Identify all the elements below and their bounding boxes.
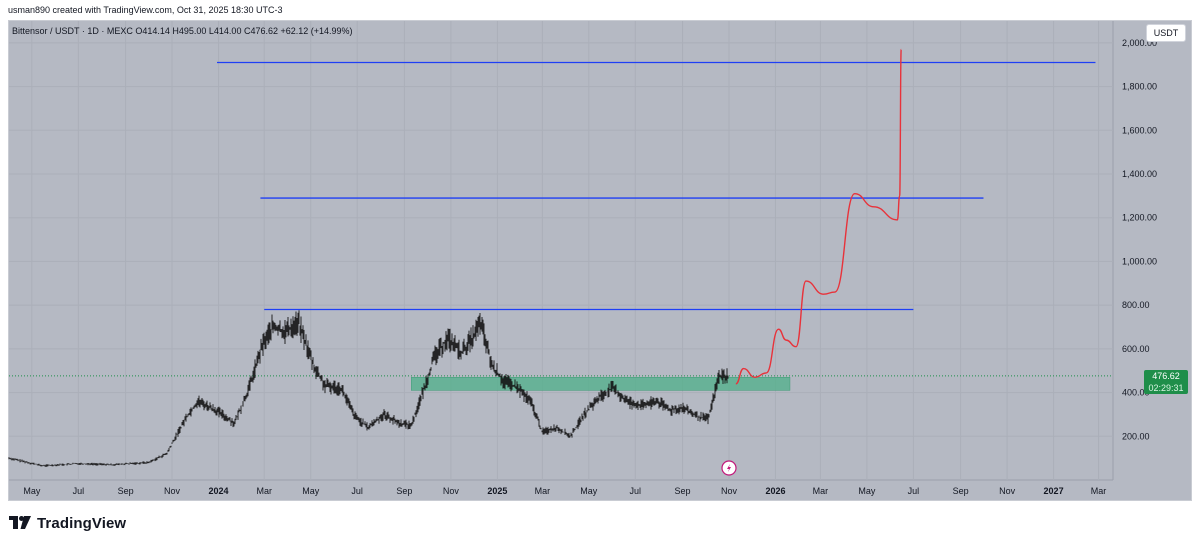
y-tick-label: 1,000.00 bbox=[1122, 256, 1157, 266]
y-tick-label: 600.00 bbox=[1122, 344, 1150, 354]
x-tick-label: Mar bbox=[1091, 486, 1107, 496]
chart-attribution: usman890 created with TradingView.com, O… bbox=[8, 5, 283, 15]
y-tick-label: 1,800.00 bbox=[1122, 82, 1157, 92]
support-zone bbox=[411, 377, 791, 391]
x-tick-label: Nov bbox=[721, 486, 738, 496]
lightning-icon bbox=[727, 464, 731, 472]
x-tick-label: Jul bbox=[908, 486, 920, 496]
x-tick-label: May bbox=[302, 486, 320, 496]
x-tick-label: May bbox=[580, 486, 598, 496]
last-price-value: 476.62 bbox=[1152, 371, 1180, 381]
x-tick-label: 2026 bbox=[765, 486, 785, 496]
tradingview-logo[interactable]: TradingView bbox=[9, 514, 126, 532]
symbol-ohlc-legend: Bittensor / USDT · 1D · MEXC O414.14 H49… bbox=[12, 26, 353, 36]
x-tick-label: May bbox=[23, 486, 41, 496]
x-tick-label: May bbox=[858, 486, 876, 496]
tradingview-wordmark: TradingView bbox=[37, 514, 127, 532]
x-tick-label: Sep bbox=[675, 486, 691, 496]
bar-countdown: 02:29:31 bbox=[1148, 383, 1184, 393]
plot-area bbox=[9, 21, 1113, 480]
x-tick-label: Sep bbox=[953, 486, 969, 496]
y-tick-label: 1,400.00 bbox=[1122, 169, 1157, 179]
y-tick-label: 2,000.00 bbox=[1122, 38, 1157, 48]
y-tick-label: 800.00 bbox=[1122, 300, 1150, 310]
x-tick-label: Nov bbox=[999, 486, 1016, 496]
x-tick-label: Mar bbox=[813, 486, 829, 496]
y-tick-label: 1,600.00 bbox=[1122, 125, 1157, 135]
x-tick-label: Jul bbox=[73, 486, 85, 496]
x-tick-label: Sep bbox=[118, 486, 134, 496]
x-tick-label: Nov bbox=[164, 486, 181, 496]
price-projection-path bbox=[735, 48, 902, 385]
x-tick-label: 2027 bbox=[1044, 486, 1064, 496]
x-tick-label: Mar bbox=[535, 486, 551, 496]
x-tick-label: Sep bbox=[396, 486, 412, 496]
x-tick-label: Jul bbox=[630, 486, 642, 496]
y-tick-label: 1,200.00 bbox=[1122, 213, 1157, 223]
x-tick-label: Nov bbox=[443, 486, 460, 496]
x-tick-label: 2025 bbox=[487, 486, 507, 496]
tradingview-logo-icon bbox=[9, 516, 31, 529]
x-tick-label: Jul bbox=[351, 486, 363, 496]
last-price-badge: 476.62 02:29:31 bbox=[1144, 370, 1188, 394]
y-tick-label: 200.00 bbox=[1122, 431, 1150, 441]
x-tick-label: Mar bbox=[256, 486, 272, 496]
x-tick-label: 2024 bbox=[209, 486, 229, 496]
candlestick-series bbox=[8, 310, 729, 467]
y-tick-label: 400.00 bbox=[1122, 388, 1150, 398]
currency-button[interactable]: USDT bbox=[1146, 24, 1186, 42]
